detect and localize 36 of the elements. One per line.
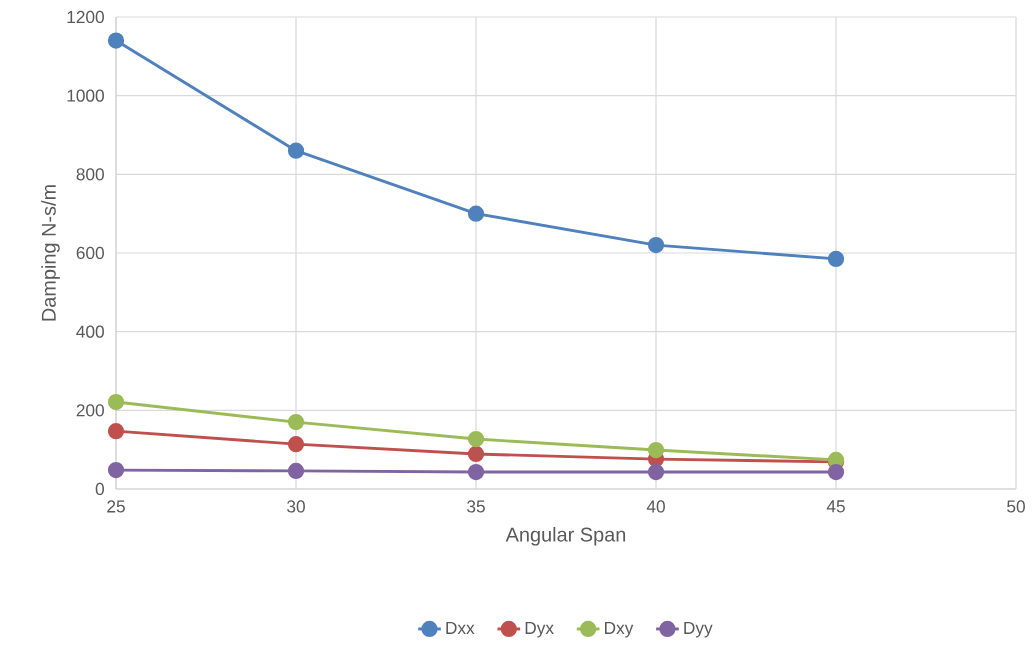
y-tick-label: 0 [95, 482, 104, 496]
point [827, 250, 845, 268]
legend-label: Dyx [525, 622, 554, 638]
point [467, 445, 485, 463]
point [467, 463, 485, 481]
point [467, 205, 485, 222]
x-tick-label: 35 [467, 500, 485, 513]
x-tick-label: 30 [287, 500, 305, 513]
point [107, 393, 125, 411]
point [647, 463, 665, 481]
y-axis-title: Damping N-s/m [41, 185, 60, 321]
point [287, 142, 305, 159]
legend-label: Dxy [605, 622, 634, 638]
legend-label: Dxx [446, 622, 475, 634]
y-tick-label: 800 [76, 168, 104, 181]
point [467, 430, 485, 448]
y-tick-label: 1200 [67, 10, 104, 24]
y-tick-label: 200 [76, 404, 104, 417]
point [287, 436, 305, 453]
point [107, 423, 125, 440]
point [647, 236, 665, 254]
x-tick-label: 25 [107, 500, 125, 513]
x-tick-label: 40 [646, 500, 665, 513]
point [827, 463, 845, 481]
point [107, 32, 125, 49]
point [287, 462, 305, 480]
point [287, 413, 305, 431]
x-axis-title: Angular Span [505, 527, 626, 546]
point [647, 441, 665, 459]
x-tick-label: 45 [826, 500, 845, 513]
x-tick-label: 50 [1007, 500, 1025, 513]
y-tick-label: 1000 [67, 89, 104, 102]
y-tick-label: 600 [76, 246, 104, 260]
y-tick-label: 400 [76, 325, 104, 338]
legend-label: Dyy [684, 622, 713, 638]
point [107, 461, 125, 479]
